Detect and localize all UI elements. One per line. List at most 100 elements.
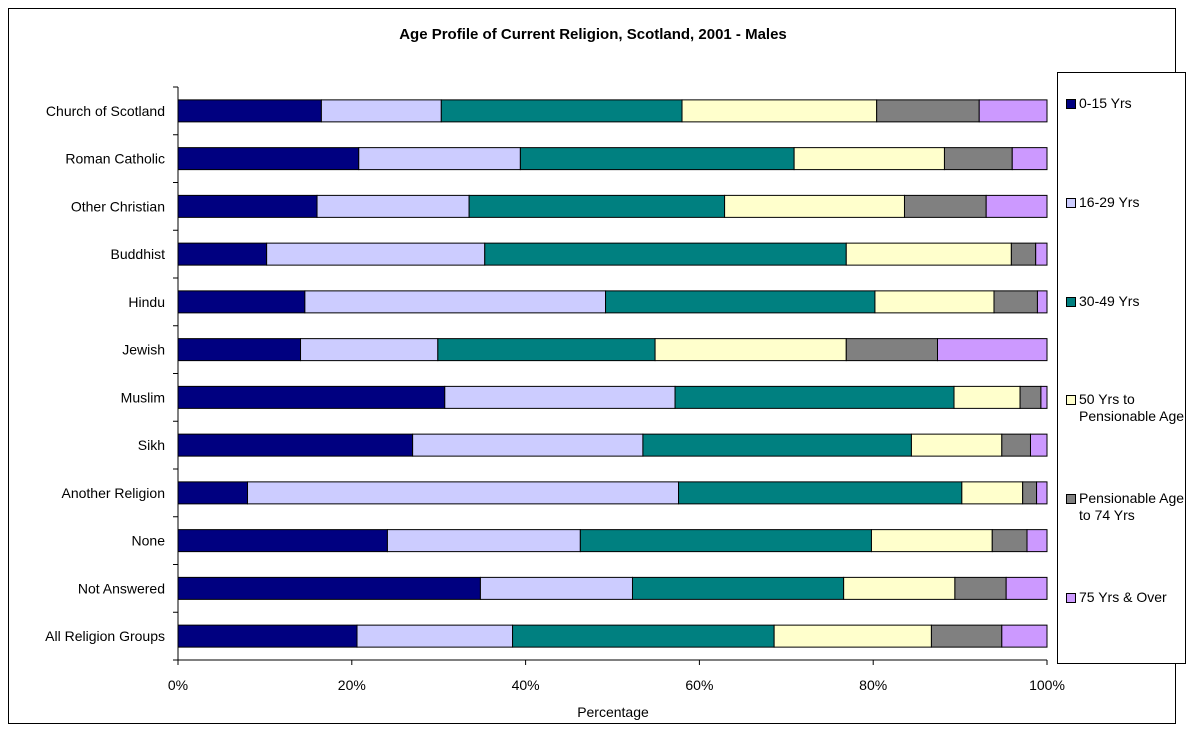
bar-segment (793, 147, 945, 171)
bar-segment (1035, 242, 1048, 266)
chart-frame (8, 8, 1176, 724)
bar-segment (845, 242, 1012, 266)
bar-segment (386, 529, 581, 553)
bar-segment (876, 99, 980, 123)
legend-swatch (1066, 494, 1076, 504)
bar-segment (954, 576, 1007, 600)
bar-segment (1029, 433, 1048, 457)
bar-segment (316, 194, 470, 218)
legend-swatch (1066, 198, 1076, 208)
bar-segment (991, 529, 1028, 553)
category-label: Buddhist (111, 246, 166, 262)
bar-segment (874, 290, 995, 314)
legend-label: 0-15 Yrs (1079, 95, 1132, 112)
legend-swatch (1066, 99, 1076, 110)
legend-swatch (1066, 395, 1076, 406)
bar-segment (930, 624, 1003, 648)
bar-segment (512, 624, 775, 648)
bar-segment (519, 147, 795, 171)
bar-segment (440, 99, 683, 123)
bar-segment (943, 147, 1013, 171)
bar-segment (870, 529, 993, 553)
bar-segment (247, 481, 680, 505)
x-tick-label: 0% (168, 677, 188, 693)
bar-segment (674, 385, 955, 409)
category-label: None (132, 533, 166, 549)
legend-item: Pensionable Age to 74 Yrs (1066, 490, 1186, 524)
bar-segment (484, 242, 847, 266)
bar-segment (266, 242, 486, 266)
axis-layer: Church of Scotland Roman Catholic Other Ch… (45, 86, 1065, 693)
legend-item: 30-49 Yrs (1066, 293, 1186, 310)
bar-segment (304, 290, 607, 314)
x-tick-label: 60% (685, 677, 713, 693)
bar-segment (724, 194, 905, 218)
bar-segment (1010, 242, 1037, 266)
bar-segment (1036, 481, 1048, 505)
bar-segment (910, 433, 1003, 457)
bar-segment (177, 433, 414, 457)
legend-item: 50 Yrs to Pensionable Age (1066, 391, 1186, 425)
x-tick-label: 80% (859, 677, 887, 693)
bar-segment (177, 338, 302, 362)
category-label: Other Christian (71, 198, 165, 214)
x-tick-label: 100% (1029, 677, 1065, 693)
legend-item: 75 Yrs & Over (1066, 589, 1186, 606)
bars-layer (177, 99, 1048, 648)
bar-segment (579, 529, 872, 553)
bar-segment (654, 338, 847, 362)
bar-segment (845, 338, 939, 362)
bar-segment (177, 242, 268, 266)
category-label: Another Religion (61, 485, 165, 501)
bar-segment (177, 576, 481, 600)
bar-segment (678, 481, 963, 505)
bar-segment (961, 481, 1024, 505)
category-label: Church of Scotland (46, 103, 165, 119)
legend-label: 75 Yrs & Over (1079, 588, 1167, 605)
bar-segment (300, 338, 439, 362)
bar-segment (177, 624, 358, 648)
bar-segment (320, 99, 442, 123)
category-label: Hindu (128, 294, 165, 310)
bar-segment (631, 576, 845, 600)
legend-label: Pensionable Age to 74 Yrs (1079, 490, 1185, 523)
bar-segment (681, 99, 878, 123)
x-axis-label: Percentage (577, 704, 649, 720)
x-tick-label: 40% (512, 677, 540, 693)
bar-segment (177, 194, 318, 218)
bar-segment (177, 481, 249, 505)
category-label: Sikh (138, 437, 165, 453)
category-label: All Religion Groups (45, 628, 165, 644)
legend-item: 0-15 Yrs (1066, 95, 1186, 112)
bar-segment (177, 147, 360, 171)
bar-segment (479, 576, 633, 600)
legend-swatch (1066, 296, 1076, 307)
legend-label: 30-49 Yrs (1079, 292, 1140, 309)
category-label: Muslim (121, 389, 165, 405)
category-label: Not Answered (78, 580, 165, 596)
bar-segment (1001, 624, 1048, 648)
bar-segment (843, 576, 956, 600)
legend-label: 50 Yrs to Pensionable Age (1079, 391, 1185, 425)
bar-segment (642, 433, 912, 457)
bar-segment (1005, 576, 1048, 600)
bar-segment (1011, 147, 1048, 171)
bar-segment (1001, 433, 1031, 457)
bar-segment (985, 194, 1048, 218)
chart-title: Age Profile of Current Religion, Scotlan… (399, 26, 787, 43)
bar-segment (978, 99, 1048, 123)
bar-segment (773, 624, 932, 648)
legend-label: 16-29 Yrs (1079, 194, 1140, 210)
bar-segment (177, 99, 322, 123)
x-tick-label: 20% (338, 677, 366, 693)
bar-segment (993, 290, 1038, 314)
bar-segment (1036, 290, 1048, 314)
bar-segment (937, 338, 1048, 362)
bar-segment (356, 624, 514, 648)
bar-segment (177, 290, 306, 314)
bar-segment (953, 385, 1021, 409)
bar-segment (444, 385, 676, 409)
bar-segment (1040, 385, 1048, 409)
legend-item: 16-29 Yrs (1066, 194, 1186, 211)
